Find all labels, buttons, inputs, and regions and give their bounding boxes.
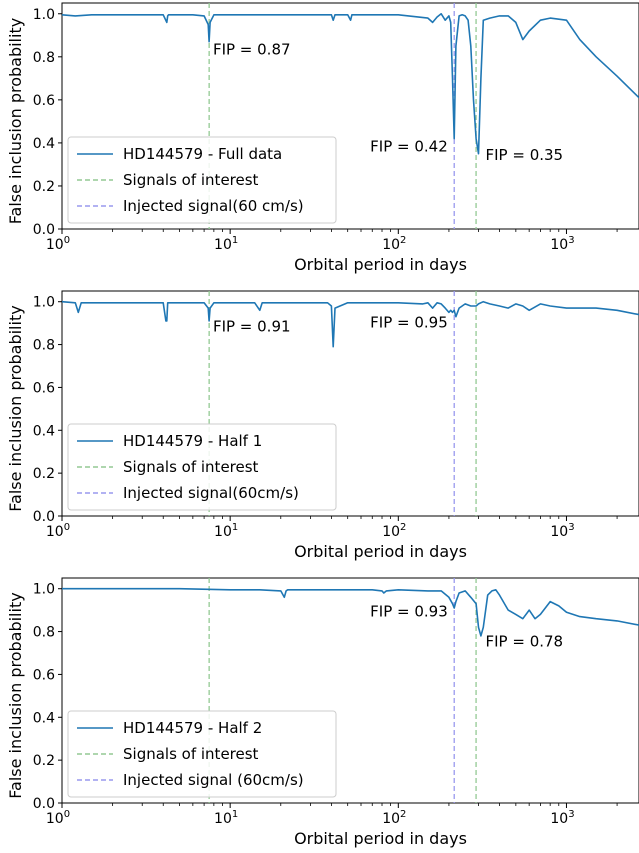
x-tick-label: 103 bbox=[550, 809, 574, 827]
fip-annotation: FIP = 0.78 bbox=[486, 633, 564, 651]
y-tick-label: 0.6 bbox=[33, 380, 55, 396]
y-tick-label: 0.2 bbox=[33, 179, 55, 195]
fip-series-line bbox=[61, 13, 639, 155]
legend-entry-injected-label: Injected signal(60cm/s) bbox=[123, 484, 299, 502]
chart-panel-3: 0.0 0.2 0.4 0.6 0.8 1.0 100 101 102 103 Orbital pe… bbox=[6, 577, 639, 848]
fip-annotation: FIP = 0.42 bbox=[370, 138, 448, 156]
x-tick-label: 101 bbox=[214, 809, 238, 827]
y-axis-label: False inclusion probability bbox=[6, 305, 25, 511]
plot-frame bbox=[61, 577, 639, 804]
legend-entry-signals-label: Signals of interest bbox=[123, 458, 259, 476]
y-tick-label: 0.4 bbox=[33, 136, 55, 152]
y-axis-label: False inclusion probability bbox=[6, 592, 25, 798]
legend: HD144579 - Half 2 Signals of interest Inje… bbox=[67, 710, 337, 798]
y-tick-label: 1.0 bbox=[33, 582, 55, 598]
legend-entry-injected-label: Injected signal(60 cm/s) bbox=[123, 197, 304, 215]
x-axis-label: Orbital period in days bbox=[294, 829, 467, 848]
x-tick-label: 102 bbox=[382, 522, 406, 540]
legend-entry-signals-label: Signals of interest bbox=[123, 171, 259, 189]
x-tick-label: 100 bbox=[46, 235, 70, 253]
x-tick-label: 100 bbox=[46, 522, 70, 540]
chart-panel-2: 0.0 0.2 0.4 0.6 0.8 1.0 100 101 102 103 Orbital pe… bbox=[6, 290, 639, 561]
legend-entry-series-label: HD144579 - Half 2 bbox=[123, 719, 262, 737]
fip-annotation: FIP = 0.35 bbox=[486, 146, 564, 164]
fip-annotation: FIP = 0.87 bbox=[213, 41, 291, 59]
y-tick-label: 0.6 bbox=[33, 667, 55, 683]
chart-panel-1: 0.0 0.2 0.4 0.6 0.8 1.0 100 101 102 103 Orbital pe… bbox=[6, 2, 639, 274]
y-tick-label: 0.0 bbox=[33, 796, 55, 812]
x-tick-label: 102 bbox=[382, 235, 406, 253]
x-axis-label: Orbital period in days bbox=[294, 255, 467, 274]
x-tick-label: 101 bbox=[214, 522, 238, 540]
x-tick-label: 100 bbox=[46, 809, 70, 827]
legend: HD144579 - Half 1 Signals of interest Inje… bbox=[67, 423, 337, 511]
y-tick-label: 1.0 bbox=[33, 7, 55, 23]
legend-box bbox=[67, 136, 337, 224]
x-axis-label: Orbital period in days bbox=[294, 542, 467, 561]
fip-annotation: FIP = 0.95 bbox=[370, 313, 448, 331]
plot-frame bbox=[61, 290, 639, 517]
y-tick-label: 0.0 bbox=[33, 509, 55, 525]
legend-entry-series-label: HD144579 - Full data bbox=[123, 145, 282, 163]
legend-entry-series-label: HD144579 - Half 1 bbox=[123, 432, 262, 450]
legend-entry-injected-label: Injected signal (60cm/s) bbox=[123, 771, 304, 789]
x-tick-label: 101 bbox=[214, 235, 238, 253]
plot-frame bbox=[61, 2, 639, 230]
y-axis-label: False inclusion probability bbox=[6, 18, 25, 224]
legend-entry-signals-label: Signals of interest bbox=[123, 745, 259, 763]
y-tick-label: 0.2 bbox=[33, 753, 55, 769]
y-tick-label: 0.4 bbox=[33, 710, 55, 726]
y-tick-label: 0.4 bbox=[33, 423, 55, 439]
y-tick-label: 0.2 bbox=[33, 466, 55, 482]
x-tick-label: 102 bbox=[382, 809, 406, 827]
y-tick-label: 0.8 bbox=[33, 50, 55, 66]
y-tick-label: 0.6 bbox=[33, 93, 55, 109]
y-tick-label: 0.8 bbox=[33, 625, 55, 641]
legend-box bbox=[67, 423, 337, 511]
fip-series-line bbox=[62, 587, 639, 637]
fip-series-line bbox=[61, 300, 639, 348]
y-tick-label: 0.0 bbox=[33, 222, 55, 238]
y-tick-label: 0.8 bbox=[33, 338, 55, 354]
fip-annotation: FIP = 0.93 bbox=[370, 603, 448, 621]
y-tick-label: 1.0 bbox=[33, 295, 55, 311]
x-tick-label: 103 bbox=[550, 522, 574, 540]
legend-box bbox=[67, 710, 337, 798]
x-tick-label: 103 bbox=[550, 235, 574, 253]
fip-annotation: FIP = 0.91 bbox=[213, 318, 291, 336]
legend: HD144579 - Full data Signals of interest I… bbox=[67, 136, 337, 224]
